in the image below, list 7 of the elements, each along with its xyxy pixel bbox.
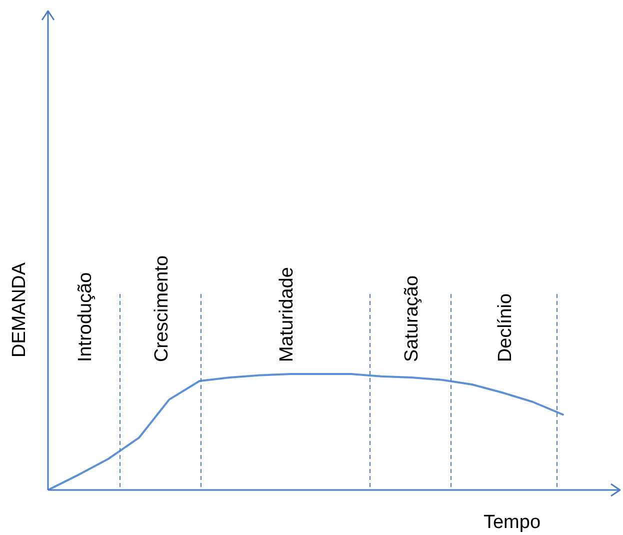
text: Introdução: [75, 272, 96, 362]
text: Maturidade: [276, 266, 298, 362]
text: Declínio: [495, 293, 516, 362]
text: Saturação: [402, 275, 423, 362]
text: Crescimento: [152, 255, 173, 362]
x-axis-title: Tempo: [483, 512, 541, 533]
y-axis-title: DEMANDA: [9, 262, 30, 358]
